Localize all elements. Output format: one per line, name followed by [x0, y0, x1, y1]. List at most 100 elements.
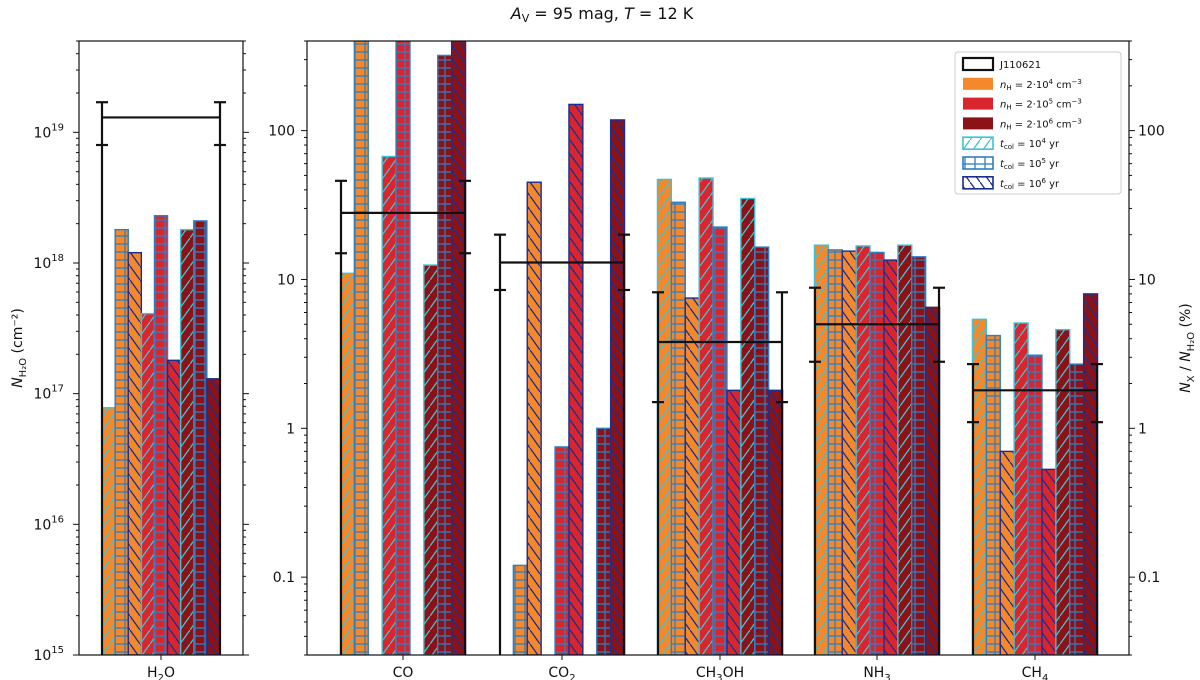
left-ytick-label: 1019	[33, 122, 64, 141]
legend-density-symbol: n	[1000, 100, 1006, 111]
left-bars	[101, 215, 221, 655]
left-xtick-label-main: H	[147, 665, 158, 680]
left-ytick-exp: 15	[51, 645, 64, 656]
right-bar-hatch	[596, 427, 612, 655]
legend-density-value: = 2·10	[1012, 119, 1049, 130]
right-bar-hatch	[767, 389, 784, 655]
right-bar-hatch	[726, 389, 742, 655]
right-ytick-label-mirror: 1	[1138, 421, 1147, 437]
left-bar-hatch	[140, 312, 156, 655]
right-xtick-label-main: CO	[548, 665, 569, 680]
right-ytick-label-mirror: 0.1	[1138, 570, 1160, 586]
legend-density-swatch	[963, 97, 993, 110]
right-bar-hatch	[381, 155, 397, 655]
legend-density-symbol: n	[1000, 119, 1006, 130]
legend-density-sub: H	[1006, 84, 1011, 92]
right-xtick-label-main: CO	[393, 665, 414, 680]
legend-density-label: nH = 2·106 cm−3	[1000, 117, 1082, 131]
left-ytick-exp: 18	[51, 253, 64, 264]
left-bar-hatch	[101, 407, 116, 655]
right-bar-hatch	[450, 41, 467, 655]
left-ytick-base: 10	[33, 125, 51, 141]
left-ytick-exp: 17	[51, 384, 64, 395]
right-bar-hatch	[698, 177, 714, 655]
legend-observed-label: J110621	[999, 60, 1041, 71]
legend-density-unit-exp: −3	[1072, 78, 1082, 86]
right-bar-hatch	[754, 246, 770, 655]
right-ylabel: NX / NH₂O (%)	[1178, 303, 1197, 393]
right-xtick-label-tail: OH	[723, 665, 745, 680]
legend-time-value: = 10	[1014, 139, 1041, 150]
right-bar-hatch	[712, 226, 728, 655]
right-bar-hatch	[813, 244, 830, 655]
right-bar-hatch	[554, 446, 570, 655]
legend-time-unit: yr	[1046, 159, 1060, 170]
right-xtick-label-sub: 3	[884, 673, 890, 680]
right-xtick-label: CO	[393, 665, 414, 680]
left-ylabel-unit: (cm⁻²)	[10, 308, 26, 358]
right-bar-hatch	[827, 249, 843, 655]
title-t-symbol: T	[624, 4, 635, 23]
left-xlabels: H2O	[147, 655, 175, 680]
legend-time-symbol: t	[1000, 139, 1005, 150]
legend-density-value: = 2·10	[1012, 100, 1049, 111]
legend-density-unit: cm	[1053, 100, 1071, 111]
legend-density-unit-exp: −3	[1072, 98, 1082, 106]
legend-time-unit: yr	[1046, 179, 1060, 190]
right-axes-frame	[306, 40, 1130, 656]
legend-density-swatch	[963, 117, 993, 130]
right-bar-hatch	[855, 245, 871, 655]
right-bar-hatch	[395, 41, 411, 655]
right-xtick-label-sub: 2	[569, 673, 575, 680]
legend-time-exp: 5	[1041, 157, 1045, 165]
legend-time-sub: col	[1004, 143, 1014, 151]
right-bar-hatch	[897, 244, 913, 655]
right-ytick-label-mirror: 100	[1138, 124, 1165, 140]
legend-time-swatch	[962, 156, 994, 170]
right-bar-hatch	[353, 41, 369, 655]
legend-time-sub: col	[1004, 163, 1014, 171]
legend-density-sub: H	[1006, 104, 1011, 112]
legend-density-exp: 5	[1049, 98, 1053, 106]
legend-time-exp: 6	[1041, 177, 1046, 185]
right-bar-hatch	[1055, 328, 1071, 655]
right-ytick-label: 0.1	[273, 570, 295, 586]
legend-time-label: tcol = 106 yr	[1000, 177, 1060, 191]
title-av-sub: V	[522, 12, 530, 25]
legend-density-unit: cm	[1053, 119, 1071, 130]
legend-time-sub: col	[1004, 183, 1014, 191]
right-bars	[339, 41, 1099, 655]
left-ytick-label: 1018	[33, 253, 64, 272]
legend-box	[954, 51, 1122, 195]
legend-time-label: tcol = 104 yr	[1000, 137, 1060, 151]
legend-time-exp: 4	[1041, 137, 1046, 145]
right-bar-hatch	[971, 318, 988, 655]
left-bar-hatch	[114, 228, 129, 655]
left-ytick-exp: 19	[51, 122, 64, 133]
right-xtick-label-main: CH	[1022, 665, 1042, 680]
left-ytick-base: 10	[33, 517, 51, 533]
right-bar-hatch	[883, 259, 899, 655]
right-bar-hatch	[609, 119, 626, 655]
legend-density-exp: 4	[1049, 78, 1054, 86]
chart-title: AV = 95 mag, T = 12 K	[510, 4, 694, 25]
legend-time-swatch	[962, 176, 994, 190]
legend-density-label: nH = 2·104 cm−3	[1000, 78, 1082, 92]
left-ylabel-n: N	[10, 377, 26, 388]
right-bar-hatch	[841, 250, 857, 655]
left-bar-hatch	[127, 251, 143, 655]
legend-density-swatch	[963, 77, 993, 90]
right-bar-hatch	[999, 450, 1015, 655]
right-ylabel-n: N	[1178, 382, 1194, 393]
right-ytick-label-mirror: 10	[1138, 272, 1156, 288]
right-ylabel-n2: N	[1178, 351, 1194, 362]
legend-time-symbol: t	[1000, 179, 1005, 190]
right-bar-hatch	[1069, 363, 1085, 655]
right-observed	[335, 179, 1103, 655]
legend-density-label: nH = 2·105 cm−3	[1000, 98, 1082, 112]
right-xtick-label-sub: 4	[1042, 673, 1048, 680]
right-ytick-label: 1	[286, 421, 295, 437]
right-bar-hatch	[1082, 293, 1099, 655]
